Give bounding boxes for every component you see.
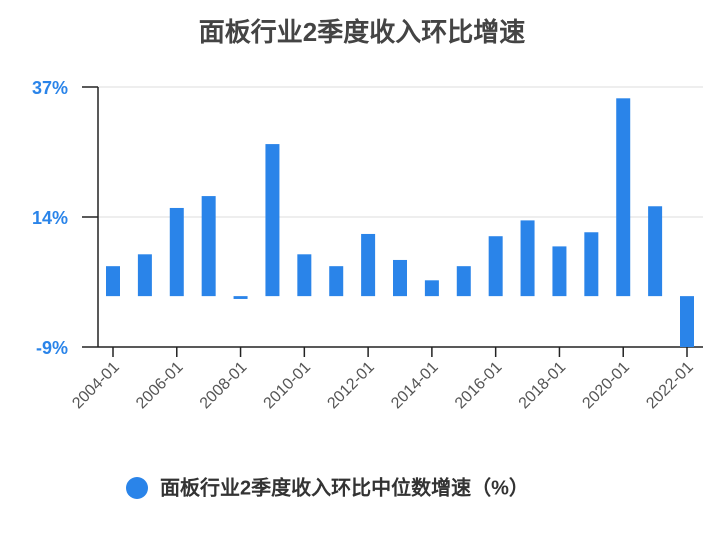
bar (265, 144, 280, 297)
x-tick-label: 2022-01 (643, 359, 697, 413)
bar (106, 266, 120, 297)
legend-marker (126, 477, 148, 499)
bar (424, 280, 439, 297)
x-tick-label: 2012-01 (324, 359, 378, 413)
bar (361, 233, 376, 297)
x-tick-label: 2010-01 (261, 359, 315, 413)
x-tick-label: 2006-01 (133, 359, 187, 413)
bar (456, 266, 471, 297)
bar (329, 266, 344, 297)
x-tick-label: 2014-01 (388, 359, 442, 413)
x-tick-label: 2004-01 (69, 359, 123, 413)
bar (520, 220, 535, 297)
bar (233, 296, 248, 299)
y-tick-label: 37% (32, 78, 68, 98)
bar (137, 254, 152, 297)
legend-label: 面板行业2季度收入环比中位数增速（%） (160, 475, 529, 499)
bar (552, 246, 567, 297)
bar (488, 236, 503, 297)
chart-title: 面板行业2季度收入环比增速 (199, 17, 525, 47)
bar (393, 259, 407, 297)
bar (584, 232, 599, 297)
y-tick-label: -9% (36, 338, 68, 358)
y-tick-label: 14% (32, 208, 68, 228)
x-tick-label: 2016-01 (452, 359, 506, 413)
x-tick-label: 2020-01 (579, 359, 633, 413)
bar (616, 98, 631, 297)
bar (648, 206, 663, 297)
x-tick-label: 2008-01 (197, 359, 251, 413)
bar (680, 296, 694, 347)
bar (201, 196, 216, 297)
x-tick-label: 2018-01 (516, 359, 570, 413)
bar (169, 207, 184, 297)
bar (297, 254, 312, 297)
